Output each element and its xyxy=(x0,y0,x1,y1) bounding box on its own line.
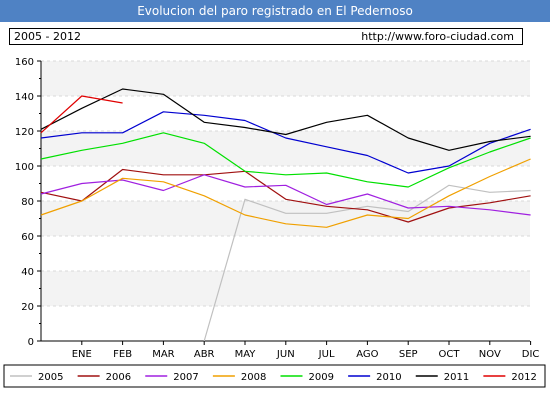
legend-label-2006: 2006 xyxy=(106,372,131,383)
series-line-2006 xyxy=(40,168,531,223)
y-tick-label: 0 xyxy=(28,337,34,348)
series-line-2010 xyxy=(40,111,531,174)
x-tick-label: FEB xyxy=(113,349,132,360)
y-tick-label: 80 xyxy=(21,197,34,208)
legend-box xyxy=(3,364,546,388)
series-line-2012 xyxy=(40,95,123,134)
series-line-2005 xyxy=(203,184,531,342)
y-tick-label: 160 xyxy=(15,57,34,68)
x-tick-label: OCT xyxy=(439,349,461,360)
grid-band xyxy=(41,236,530,271)
grid-band xyxy=(41,201,530,236)
grid-band xyxy=(41,131,530,166)
y-tick-label: 40 xyxy=(21,267,34,278)
grid-band xyxy=(41,61,530,96)
x-tick-label: MAR xyxy=(152,349,174,360)
series-line-2009 xyxy=(40,132,531,188)
y-tick-label: 140 xyxy=(15,92,34,103)
y-tick-label: 20 xyxy=(21,302,34,313)
x-tick-label: SEP xyxy=(399,349,418,360)
grid-band xyxy=(41,166,530,201)
legend-label-2007: 2007 xyxy=(173,372,198,383)
x-tick-label: ABR xyxy=(194,349,215,360)
y-tick-label: 120 xyxy=(15,127,34,138)
legend-label-2005: 2005 xyxy=(38,372,63,383)
x-tick-label: JUL xyxy=(318,349,335,360)
chart-title: Evolucion del paro registrado en El Pede… xyxy=(0,0,550,22)
x-tick-label: AGO xyxy=(356,349,378,360)
source-url[interactable]: http://www.foro-ciudad.com xyxy=(361,30,514,43)
legend-label-2012: 2012 xyxy=(511,372,536,383)
legend-label-2010: 2010 xyxy=(376,372,401,383)
x-tick-label: JUN xyxy=(276,349,295,360)
legend-label-2011: 2011 xyxy=(444,372,469,383)
legend-label-2009: 2009 xyxy=(309,372,334,383)
x-tick-label: MAY xyxy=(235,349,257,360)
period-label: 2005 - 2012 xyxy=(14,30,81,43)
y-tick-label: 60 xyxy=(21,232,34,243)
series-line-2011 xyxy=(40,88,531,151)
x-tick-label: NOV xyxy=(479,349,501,360)
legend-label-2008: 2008 xyxy=(241,372,266,383)
grid-band xyxy=(41,96,530,131)
grid-band xyxy=(41,306,530,341)
x-tick-label: ENE xyxy=(72,349,92,360)
x-tick-label: DIC xyxy=(522,349,540,360)
series-line-2007 xyxy=(40,174,531,216)
y-tick-label: 100 xyxy=(15,162,34,173)
grid-band xyxy=(41,271,530,306)
series-line-2008 xyxy=(40,158,531,228)
info-box: 2005 - 2012 http://www.foro-ciudad.com xyxy=(9,28,523,45)
